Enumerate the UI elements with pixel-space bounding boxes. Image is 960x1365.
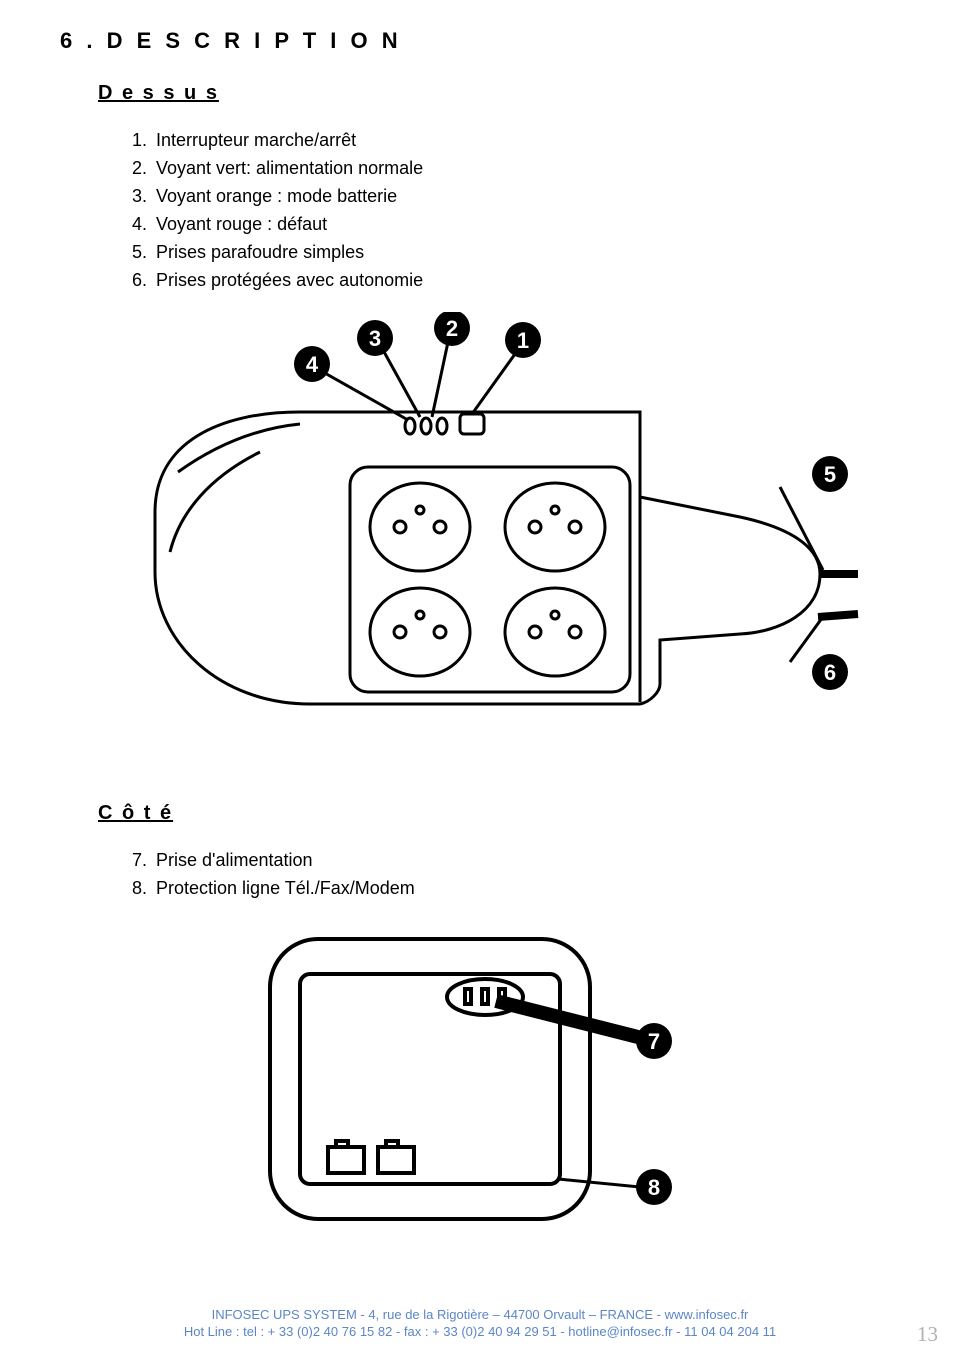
dessus-heading: D e s s u s <box>98 82 900 105</box>
callout-3: 3 <box>369 326 381 351</box>
cote-heading: C ô t é <box>98 802 900 825</box>
callout-7: 7 <box>648 1029 660 1054</box>
page-number: 13 <box>917 1322 938 1347</box>
list-item: 2.Voyant vert: alimentation normale <box>132 155 900 181</box>
list-item: 5.Prises parafoudre simples <box>132 239 900 265</box>
callout-4: 4 <box>306 352 319 377</box>
footer-line-1: INFOSEC UPS SYSTEM - 4, rue de la Rigoti… <box>0 1306 960 1324</box>
section-title: 6 . D E S C R I P T I O N <box>60 28 900 54</box>
page-footer: INFOSEC UPS SYSTEM - 4, rue de la Rigoti… <box>0 1306 960 1341</box>
callout-8: 8 <box>648 1175 660 1200</box>
list-item: 1.Interrupteur marche/arrêt <box>132 127 900 153</box>
diagram-side: 7 8 <box>240 919 710 1239</box>
list-item: 7.Prise d'alimentation <box>132 847 900 873</box>
footer-line-2: Hot Line : tel : + 33 (0)2 40 76 15 82 -… <box>0 1323 960 1341</box>
callout-5: 5 <box>824 462 836 487</box>
callout-6: 6 <box>824 660 836 685</box>
list-item: 8.Protection ligne Tél./Fax/Modem <box>132 875 900 901</box>
callout-2: 2 <box>446 316 458 341</box>
diagram-top: 1 2 3 4 5 6 <box>100 312 860 742</box>
list-item: 3.Voyant orange : mode batterie <box>132 183 900 209</box>
list-item: 6.Prises protégées avec autonomie <box>132 267 900 293</box>
list-item: 4.Voyant rouge : défaut <box>132 211 900 237</box>
dessus-list: 1.Interrupteur marche/arrêt 2.Voyant ver… <box>132 127 900 294</box>
cote-list: 7.Prise d'alimentation 8.Protection lign… <box>132 847 900 901</box>
callout-1: 1 <box>517 328 529 353</box>
